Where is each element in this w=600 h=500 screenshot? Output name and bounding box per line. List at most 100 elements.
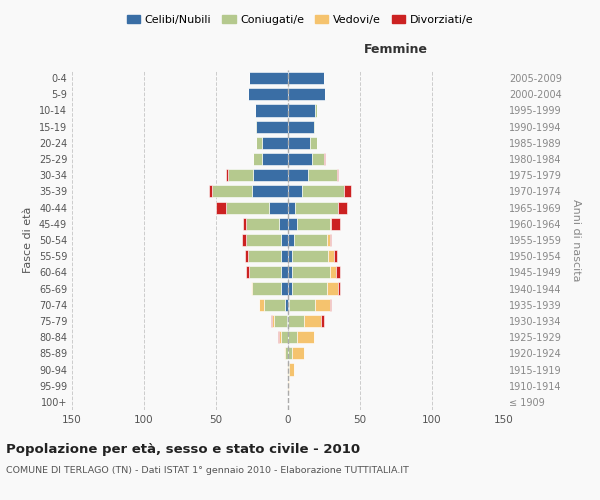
- Bar: [328, 250, 334, 262]
- Bar: [294, 234, 327, 246]
- Bar: [330, 266, 335, 278]
- Bar: [338, 202, 347, 213]
- Bar: [292, 282, 327, 294]
- Bar: [288, 72, 324, 84]
- Bar: [302, 186, 344, 198]
- Bar: [288, 202, 295, 213]
- Bar: [280, 218, 288, 230]
- Bar: [274, 315, 287, 327]
- Text: Popolazione per età, sesso e stato civile - 2010: Popolazione per età, sesso e stato civil…: [6, 442, 360, 456]
- Bar: [246, 266, 249, 278]
- Bar: [262, 137, 288, 149]
- Bar: [314, 120, 316, 132]
- Bar: [331, 218, 340, 230]
- Bar: [246, 234, 281, 246]
- Bar: [280, 331, 281, 343]
- Bar: [259, 298, 263, 311]
- Bar: [334, 250, 337, 262]
- Bar: [337, 169, 338, 181]
- Bar: [249, 72, 288, 84]
- Bar: [226, 202, 269, 213]
- Bar: [281, 250, 288, 262]
- Text: Femmine: Femmine: [364, 44, 428, 57]
- Bar: [248, 88, 288, 101]
- Bar: [272, 315, 274, 327]
- Bar: [296, 331, 314, 343]
- Bar: [327, 282, 338, 294]
- Bar: [226, 169, 227, 181]
- Bar: [330, 234, 331, 246]
- Bar: [288, 104, 316, 117]
- Y-axis label: Anni di nascita: Anni di nascita: [571, 198, 581, 281]
- Bar: [288, 137, 310, 149]
- Bar: [245, 250, 248, 262]
- Bar: [256, 137, 262, 149]
- Bar: [255, 104, 288, 117]
- Bar: [281, 234, 288, 246]
- Bar: [288, 331, 296, 343]
- Bar: [288, 266, 292, 278]
- Bar: [252, 282, 281, 294]
- Bar: [313, 153, 324, 165]
- Bar: [242, 234, 246, 246]
- Bar: [287, 364, 288, 376]
- Bar: [292, 348, 304, 360]
- Bar: [249, 266, 281, 278]
- Bar: [288, 250, 292, 262]
- Legend: Celibi/Nubili, Coniugati/e, Vedovi/e, Divorziati/e: Celibi/Nubili, Coniugati/e, Vedovi/e, Di…: [122, 10, 478, 29]
- Bar: [288, 169, 308, 181]
- Bar: [244, 218, 246, 230]
- Bar: [281, 266, 288, 278]
- Bar: [310, 137, 317, 149]
- Bar: [288, 88, 325, 101]
- Bar: [344, 186, 352, 198]
- Bar: [330, 298, 331, 311]
- Bar: [216, 202, 226, 213]
- Bar: [288, 282, 292, 294]
- Bar: [227, 169, 253, 181]
- Bar: [316, 298, 330, 311]
- Bar: [292, 266, 330, 278]
- Bar: [288, 364, 289, 376]
- Bar: [285, 348, 288, 360]
- Bar: [288, 120, 314, 132]
- Bar: [253, 153, 262, 165]
- Bar: [295, 202, 338, 213]
- Bar: [288, 186, 302, 198]
- Bar: [209, 186, 212, 198]
- Text: COMUNE DI TERLAGO (TN) - Dati ISTAT 1° gennaio 2010 - Elaborazione TUTTITALIA.IT: COMUNE DI TERLAGO (TN) - Dati ISTAT 1° g…: [6, 466, 409, 475]
- Bar: [288, 348, 292, 360]
- Bar: [330, 218, 331, 230]
- Bar: [335, 266, 340, 278]
- Bar: [288, 298, 289, 311]
- Bar: [271, 315, 272, 327]
- Bar: [288, 153, 313, 165]
- Bar: [281, 331, 288, 343]
- Bar: [288, 315, 304, 327]
- Bar: [288, 218, 296, 230]
- Bar: [262, 153, 288, 165]
- Bar: [253, 169, 288, 181]
- Bar: [296, 218, 330, 230]
- Bar: [289, 364, 294, 376]
- Bar: [308, 169, 337, 181]
- Bar: [287, 315, 288, 327]
- Bar: [212, 186, 252, 198]
- Bar: [324, 153, 325, 165]
- Bar: [316, 104, 317, 117]
- Bar: [304, 315, 321, 327]
- Bar: [281, 282, 288, 294]
- Bar: [255, 120, 256, 132]
- Bar: [251, 282, 252, 294]
- Bar: [278, 331, 280, 343]
- Bar: [288, 380, 289, 392]
- Bar: [256, 120, 288, 132]
- Bar: [252, 186, 288, 198]
- Bar: [338, 282, 340, 294]
- Bar: [248, 250, 281, 262]
- Bar: [292, 250, 328, 262]
- Bar: [327, 234, 330, 246]
- Bar: [288, 234, 294, 246]
- Y-axis label: Fasce di età: Fasce di età: [23, 207, 33, 273]
- Bar: [263, 298, 285, 311]
